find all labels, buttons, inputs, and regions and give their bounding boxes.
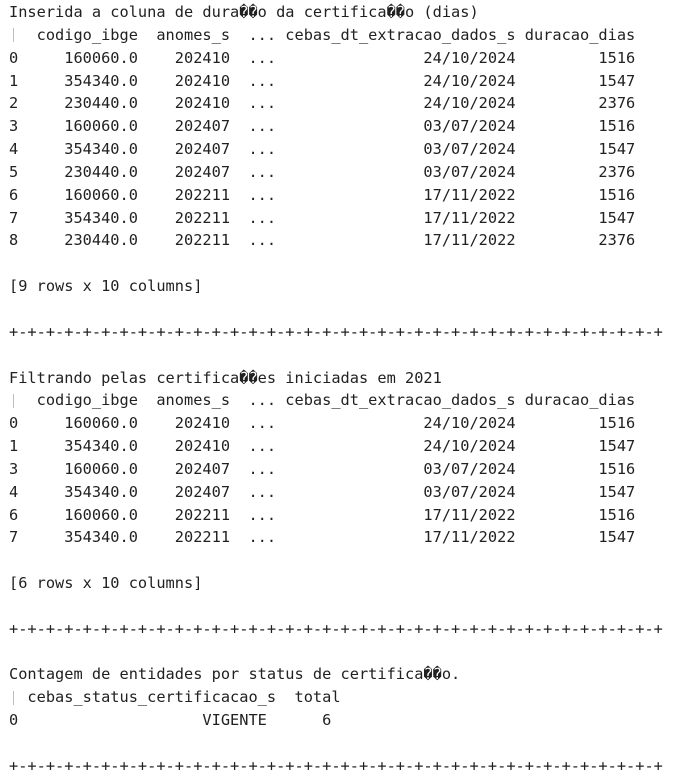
section1-table-row: 3 160060.0 202407 ... 03/07/2024 1516 (9, 117, 636, 136)
blank-line (9, 641, 663, 664)
console-output: Inserida a coluna de dura��o da certific… (9, 1, 663, 778)
section1-table-row: 7 354340.0 202211 ... 17/11/2022 1547 (9, 208, 636, 227)
section2-title: Filtrando pelas certifica��es iniciadas … (9, 368, 442, 387)
section1-title: Inserida a coluna de dura��o da certific… (9, 3, 479, 21)
index-guide-line (13, 691, 14, 705)
blank-line (9, 298, 663, 321)
section2-table-row: 7 354340.0 202211 ... 17/11/2022 1547 (9, 528, 636, 547)
separator-line: +-+-+-+-+-+-+-+-+-+-+-+-+-+-+-+-+-+-+-+-… (9, 756, 663, 775)
section1-table-row: 5 230440.0 202407 ... 03/07/2024 2376 (9, 162, 636, 181)
section2-table-row: 0 160060.0 202410 ... 24/10/2024 1516 (9, 414, 636, 433)
section2-table-row: 3 160060.0 202407 ... 03/07/2024 1516 (9, 459, 636, 478)
blank-line (9, 595, 663, 618)
section1-table-row: 1 354340.0 202410 ... 24/10/2024 1547 (9, 71, 636, 90)
section1-table-row: 8 230440.0 202211 ... 17/11/2022 2376 (9, 231, 636, 250)
section2-table-row: 4 354340.0 202407 ... 03/07/2024 1547 (9, 482, 636, 501)
section1-table-row: 2 230440.0 202410 ... 24/10/2024 2376 (9, 94, 636, 113)
section1-table-row: 6 160060.0 202211 ... 17/11/2022 1516 (9, 185, 636, 204)
blank-line (9, 252, 663, 275)
section1-shape-summary: [9 rows x 10 columns] (9, 277, 203, 296)
section3-table-header: cebas_status_certificacao_s total (9, 688, 341, 707)
blank-line (9, 732, 663, 755)
index-guide-line (13, 394, 14, 408)
blank-line (9, 549, 663, 572)
section3-table-row: 0 VIGENTE 6 (9, 711, 332, 730)
separator-line: +-+-+-+-+-+-+-+-+-+-+-+-+-+-+-+-+-+-+-+-… (9, 619, 663, 638)
section2-table-row: 6 160060.0 202211 ... 17/11/2022 1516 (9, 505, 636, 524)
section2-table-row: 1 354340.0 202410 ... 24/10/2024 1547 (9, 437, 636, 456)
section2-shape-summary: [6 rows x 10 columns] (9, 574, 203, 593)
section2-table-header: codigo_ibge anomes_s ... cebas_dt_extrac… (9, 391, 636, 410)
section3-title: Contagem de entidades por status de cert… (9, 665, 461, 684)
section1-table-row: 0 160060.0 202410 ... 24/10/2024 1516 (9, 48, 636, 67)
section1-table-header: codigo_ibge anomes_s ... cebas_dt_extrac… (9, 25, 636, 44)
separator-line: +-+-+-+-+-+-+-+-+-+-+-+-+-+-+-+-+-+-+-+-… (9, 322, 663, 341)
index-guide-line (13, 28, 14, 42)
section1-table-row: 4 354340.0 202407 ... 03/07/2024 1547 (9, 140, 636, 159)
blank-line (9, 344, 663, 367)
